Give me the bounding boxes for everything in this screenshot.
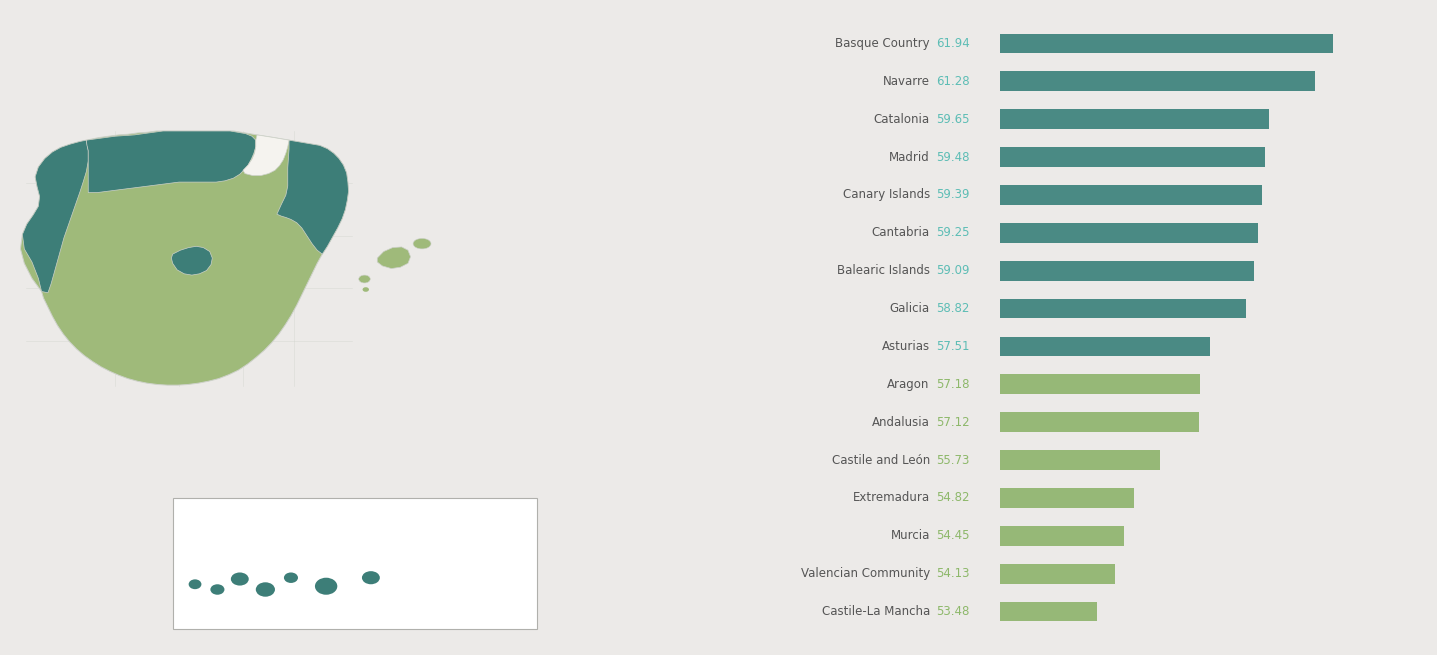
Text: 57.18: 57.18: [935, 378, 970, 391]
Text: 58.82: 58.82: [935, 302, 970, 315]
Polygon shape: [171, 246, 213, 275]
Text: 59.25: 59.25: [935, 226, 970, 239]
Polygon shape: [20, 131, 349, 385]
FancyBboxPatch shape: [1000, 526, 1124, 546]
FancyBboxPatch shape: [1000, 602, 1096, 622]
Text: 55.73: 55.73: [935, 453, 970, 466]
Polygon shape: [243, 135, 289, 176]
FancyBboxPatch shape: [1000, 261, 1253, 280]
FancyBboxPatch shape: [1000, 109, 1269, 129]
Text: Valencian Community: Valencian Community: [800, 567, 930, 580]
Ellipse shape: [231, 572, 249, 586]
Text: 59.48: 59.48: [935, 151, 970, 164]
Ellipse shape: [362, 571, 379, 584]
Text: 54.45: 54.45: [935, 529, 970, 542]
FancyBboxPatch shape: [172, 498, 537, 629]
Ellipse shape: [362, 287, 369, 292]
Text: Castile and León: Castile and León: [832, 453, 930, 466]
Text: Extremadura: Extremadura: [852, 491, 930, 504]
FancyBboxPatch shape: [1000, 450, 1160, 470]
FancyBboxPatch shape: [1000, 71, 1315, 91]
Ellipse shape: [359, 275, 371, 283]
Text: Canary Islands: Canary Islands: [842, 189, 930, 202]
Text: Basque Country: Basque Country: [835, 37, 930, 50]
FancyBboxPatch shape: [1000, 413, 1198, 432]
Text: 59.09: 59.09: [935, 264, 970, 277]
Ellipse shape: [315, 578, 338, 595]
Text: 54.13: 54.13: [935, 567, 970, 580]
Text: Madrid: Madrid: [890, 151, 930, 164]
Text: 57.12: 57.12: [935, 416, 970, 429]
Text: 54.82: 54.82: [935, 491, 970, 504]
Ellipse shape: [256, 582, 274, 597]
FancyBboxPatch shape: [1000, 33, 1334, 53]
Polygon shape: [23, 140, 88, 293]
Text: Andalusia: Andalusia: [872, 416, 930, 429]
Polygon shape: [86, 131, 256, 193]
Ellipse shape: [412, 238, 431, 249]
Polygon shape: [277, 140, 349, 254]
FancyBboxPatch shape: [1000, 223, 1259, 242]
Text: Aragon: Aragon: [888, 378, 930, 391]
Text: 57.51: 57.51: [935, 340, 970, 353]
Polygon shape: [378, 247, 411, 269]
Text: 61.94: 61.94: [935, 37, 970, 50]
FancyBboxPatch shape: [1000, 299, 1246, 318]
Text: 59.65: 59.65: [935, 113, 970, 126]
Text: Cantabria: Cantabria: [872, 226, 930, 239]
Ellipse shape: [188, 580, 201, 590]
FancyBboxPatch shape: [1000, 488, 1134, 508]
Text: Galicia: Galicia: [890, 302, 930, 315]
Text: 53.48: 53.48: [935, 605, 970, 618]
Text: Catalonia: Catalonia: [874, 113, 930, 126]
Text: Castile-La Mancha: Castile-La Mancha: [822, 605, 930, 618]
Ellipse shape: [285, 572, 297, 583]
FancyBboxPatch shape: [1000, 564, 1115, 584]
Text: Murcia: Murcia: [891, 529, 930, 542]
FancyBboxPatch shape: [1000, 185, 1262, 205]
Text: 61.28: 61.28: [935, 75, 970, 88]
Text: Balearic Islands: Balearic Islands: [836, 264, 930, 277]
Text: Asturias: Asturias: [882, 340, 930, 353]
FancyBboxPatch shape: [1000, 147, 1265, 167]
FancyBboxPatch shape: [1000, 337, 1210, 356]
Ellipse shape: [210, 584, 224, 595]
FancyBboxPatch shape: [1000, 375, 1200, 394]
Text: 59.39: 59.39: [935, 189, 970, 202]
Text: Navarre: Navarre: [882, 75, 930, 88]
